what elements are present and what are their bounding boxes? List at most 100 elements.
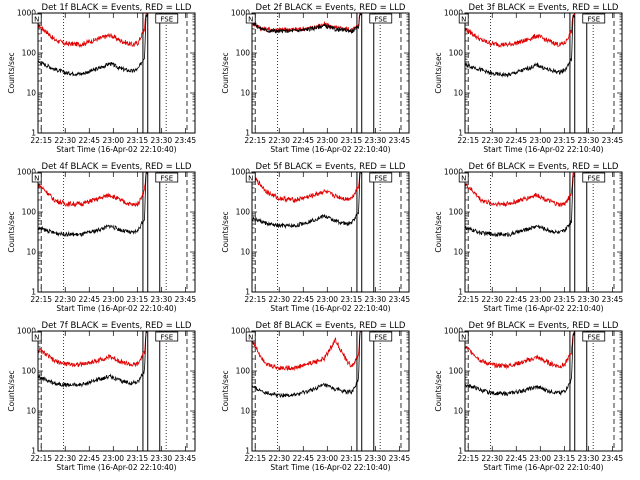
x-tick-label: 23:00 (102, 136, 124, 145)
y-tick-label: 10 (453, 89, 463, 98)
x-axis-label: Start Time (16-Apr-02 22:10:40) (270, 463, 390, 472)
flag-box-left (245, 172, 256, 183)
events-series-line (252, 331, 363, 399)
y-axis-label: Counts/sec (434, 52, 443, 93)
plot-frame (464, 12, 623, 134)
panel-det-2: Det 2f BLACK = Events, RED = LLD 1 10 100 10… (221, 3, 410, 154)
flag-box-left (458, 331, 469, 342)
x-tick-label: 22:15 (244, 295, 266, 304)
x-tick-label: 23:15 (554, 295, 576, 304)
x-axis-label: Start Time (16-Apr-02 22:10:40) (56, 304, 176, 313)
x-tick-label: 23:30 (151, 454, 173, 463)
flag-left: N (34, 175, 39, 183)
x-tick-label: 23:15 (341, 295, 363, 304)
flag-box-left (245, 13, 256, 24)
plot-frame (37, 171, 196, 293)
lld-series-line (465, 13, 576, 48)
y-tick-label: 100 (22, 367, 37, 376)
flag-left: N (461, 175, 466, 183)
flag-box-right (155, 172, 179, 183)
panel-det-5: Det 5f BLACK = Events, RED = LLD 1 10 100 10… (221, 162, 410, 313)
x-tick-label: 23:00 (102, 295, 124, 304)
y-tick-label: 100 (236, 367, 251, 376)
x-tick-label: 23:45 (175, 136, 197, 145)
flag-right: FSE (587, 175, 600, 183)
x-tick-label: 23:45 (389, 454, 411, 463)
x-tick-label: 22:15 (244, 136, 266, 145)
y-tick-label: 100 (22, 208, 37, 217)
panel-title: Det 3f BLACK = Events, RED = LLD (469, 3, 619, 13)
x-tick-label: 22:45 (505, 454, 527, 463)
plot-frame (251, 171, 410, 293)
flag-box-left (31, 13, 42, 24)
x-tick-label: 22:30 (54, 136, 76, 145)
panel-title: Det 6f BLACK = Events, RED = LLD (469, 162, 619, 172)
x-tick-label: 23:30 (151, 136, 173, 145)
y-axis-label: Counts/sec (434, 211, 443, 252)
flag-right: FSE (587, 16, 600, 24)
y-axis-label: Counts/sec (7, 211, 16, 252)
plot-frame (37, 12, 196, 134)
y-axis-label: Counts/sec (221, 211, 230, 252)
x-tick-label: 23:00 (102, 454, 124, 463)
y-tick-label: 1 (245, 288, 250, 297)
lld-series-line (38, 331, 148, 368)
events-series-line (465, 174, 576, 238)
events-series-line (252, 13, 362, 35)
x-tick-label: 23:15 (127, 454, 149, 463)
y-tick-label: 1 (458, 288, 463, 297)
y-tick-label: 1 (458, 447, 463, 456)
x-tick-label: 23:45 (602, 454, 624, 463)
flag-left: N (461, 16, 466, 24)
x-tick-label: 23:30 (578, 295, 600, 304)
x-tick-label: 23:30 (365, 454, 387, 463)
x-tick-label: 23:30 (578, 454, 600, 463)
flag-right: FSE (374, 334, 387, 342)
y-tick-label: 100 (236, 49, 251, 58)
y-tick-label: 10 (26, 89, 36, 98)
x-tick-label: 22:30 (481, 295, 503, 304)
flag-box-left (245, 331, 256, 342)
y-tick-label: 1 (31, 447, 36, 456)
panel-det-8: Det 8f BLACK = Events, RED = LLD 1 10 100 10… (221, 321, 410, 472)
x-tick-label: 22:45 (292, 295, 314, 304)
x-tick-label: 23:15 (127, 136, 149, 145)
x-tick-label: 22:30 (54, 295, 76, 304)
y-tick-label: 1 (31, 288, 36, 297)
x-tick-label: 23:00 (316, 136, 338, 145)
flag-box-right (155, 331, 179, 342)
x-tick-label: 23:00 (529, 454, 551, 463)
y-tick-label: 1000 (231, 168, 250, 177)
flag-box-left (31, 172, 42, 183)
x-tick-label: 22:30 (268, 454, 290, 463)
x-tick-label: 23:45 (602, 295, 624, 304)
flag-box-right (582, 172, 606, 183)
flag-box-right (369, 331, 393, 342)
panel-title: Det 5f BLACK = Events, RED = LLD (256, 162, 406, 172)
plot-frame (464, 171, 623, 293)
x-tick-label: 22:15 (30, 454, 52, 463)
x-tick-label: 23:45 (175, 295, 197, 304)
flag-box-right (582, 13, 606, 24)
x-axis-label: Start Time (16-Apr-02 22:10:40) (483, 463, 603, 472)
x-axis-label: Start Time (16-Apr-02 22:10:40) (483, 145, 603, 154)
x-tick-label: 22:45 (292, 454, 314, 463)
events-series-line (252, 172, 363, 229)
plot-frame (251, 12, 410, 134)
flag-box-left (31, 331, 42, 342)
x-tick-label: 22:30 (481, 136, 503, 145)
plot-frame (464, 330, 623, 452)
events-series-line (465, 14, 576, 78)
events-series-line (465, 331, 576, 397)
y-tick-label: 1 (245, 129, 250, 138)
y-tick-label: 1000 (17, 168, 36, 177)
y-axis-label: Counts/sec (7, 52, 16, 93)
flag-left: N (34, 334, 39, 342)
y-axis-label: Counts/sec (221, 52, 230, 93)
x-tick-label: 22:45 (78, 295, 100, 304)
lld-series-line (465, 172, 576, 208)
y-tick-label: 100 (449, 367, 464, 376)
y-axis-label: Counts/sec (434, 370, 443, 411)
x-tick-label: 23:30 (151, 295, 173, 304)
